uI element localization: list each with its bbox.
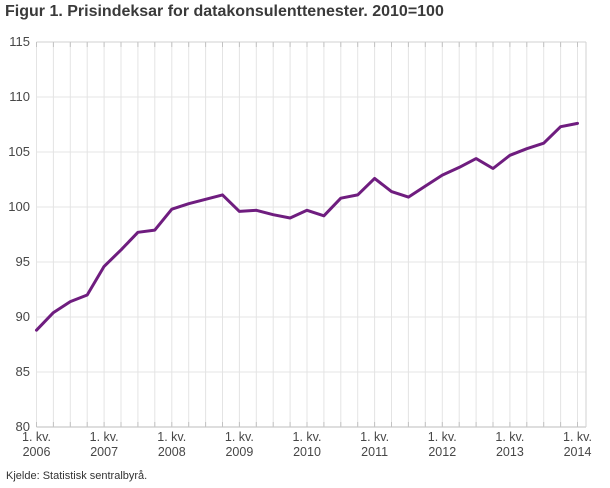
y-tick-label: 115: [9, 34, 30, 49]
x-tick-label: 1. kv. 2006: [7, 430, 67, 459]
y-tick-label: 90: [15, 309, 30, 324]
figure-title: Figur 1. Prisindeksar for datakonsulentt…: [5, 3, 444, 20]
y-tick-label: 95: [15, 254, 30, 269]
x-tick-year: 2009: [225, 444, 254, 459]
x-tick-year: 2007: [90, 444, 119, 459]
y-tick-label: 80: [15, 419, 30, 434]
x-tick-label: 1. kv. 2007: [74, 430, 134, 459]
x-tick-quarter: 1. kv.: [89, 430, 119, 444]
y-tick-label: 105: [8, 144, 30, 159]
x-tick-quarter: 1. kv.: [224, 430, 254, 444]
x-tick-year: 2011: [361, 444, 389, 459]
x-tick-quarter: 1. kv.: [157, 430, 187, 444]
x-tick-quarter: 1. kv.: [292, 430, 322, 444]
y-tick-label: 110: [9, 89, 30, 104]
x-tick-label: 1. kv. 2009: [209, 430, 269, 459]
x-tick-quarter: 1. kv.: [22, 430, 51, 444]
x-tick-label: 1. kv. 2011: [345, 430, 405, 459]
source-note: Kjelde: Statistisk sentralbyrå.: [6, 470, 148, 482]
price-index-line: [35, 121, 579, 332]
x-tick-quarter: 1. kv.: [427, 430, 457, 444]
x-tick-quarter: 1. kv.: [495, 430, 525, 444]
x-tick-quarter: 1. kv.: [360, 430, 390, 444]
y-tick-label: 100: [8, 199, 30, 214]
x-tick-label: 1. kv. 2010: [277, 430, 337, 459]
x-tick-label: 1. kv. 2008: [142, 430, 202, 459]
x-tick-year: 2008: [157, 444, 186, 459]
x-tick-quarter: 1. kv.: [563, 430, 592, 444]
x-tick-year: 2010: [293, 444, 321, 459]
x-tick-year: 2006: [22, 444, 51, 459]
x-tick-label: 1. kv. 2013: [480, 430, 540, 459]
x-tick-label: 1. kv. 2014: [548, 430, 608, 459]
x-tick-year: 2013: [495, 444, 524, 459]
x-tick-label: 1. kv. 2012: [412, 430, 472, 459]
x-tick-year: 2014: [563, 444, 592, 459]
y-tick-label: 85: [15, 364, 30, 379]
x-tick-year: 2012: [428, 444, 457, 459]
